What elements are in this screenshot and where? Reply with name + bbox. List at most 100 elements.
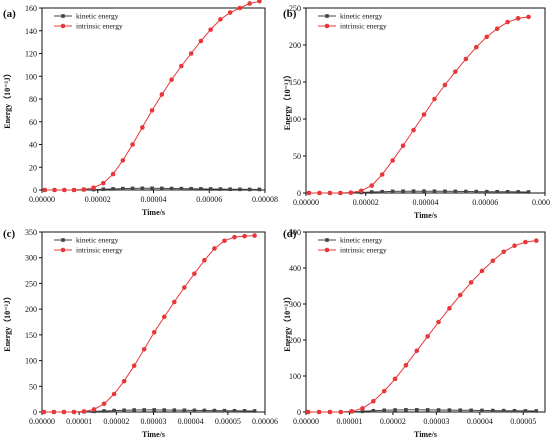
- kinetic-point: [369, 190, 374, 194]
- y-tick-label: 120: [25, 50, 37, 59]
- intrinsic-point: [403, 362, 409, 368]
- y-tick-label: 200: [289, 41, 301, 50]
- panel-label: (b): [283, 8, 297, 20]
- legend-label: kinetic energy: [76, 236, 119, 245]
- intrinsic-point: [390, 158, 395, 163]
- intrinsic-point: [526, 14, 531, 20]
- x-tick-label: 0.00004: [413, 198, 439, 207]
- y-axis-title: Energy（10⁻³J）: [2, 292, 12, 352]
- intrinsic-point: [172, 299, 177, 305]
- intrinsic-point: [169, 77, 174, 82]
- x-tick-label: 0.00008: [532, 198, 550, 207]
- intrinsic-point: [61, 409, 67, 415]
- kinetic-point: [121, 186, 125, 191]
- legend-marker-circle: [324, 247, 330, 253]
- intrinsic-point: [463, 56, 469, 62]
- legend-marker-square: [325, 14, 329, 18]
- plot-frame: [41, 7, 266, 191]
- intrinsic-point: [379, 172, 385, 177]
- kinetic-point: [495, 189, 499, 194]
- legend-marker-square: [61, 238, 65, 242]
- y-tick-label: 100: [25, 357, 37, 366]
- kinetic-point: [380, 189, 384, 194]
- kinetic-point: [112, 408, 116, 413]
- kinetic-point: [526, 190, 531, 194]
- kinetic-point: [101, 187, 106, 192]
- kinetic-point: [247, 187, 252, 192]
- intrinsic-point: [182, 285, 187, 290]
- kinetic-point: [150, 186, 154, 191]
- kinetic-point: [228, 187, 232, 192]
- intrinsic-point: [468, 280, 474, 285]
- y-tick-label: 60: [29, 118, 37, 127]
- x-tick-label: 0.00005: [215, 417, 241, 426]
- intrinsic-point: [71, 187, 77, 193]
- x-axis-title: Time/s: [414, 430, 437, 439]
- kinetic-point: [390, 189, 395, 194]
- kinetic-point: [432, 189, 437, 194]
- kinetic-point: [458, 408, 463, 413]
- y-tick-label: 500: [289, 228, 301, 237]
- kinetic-point: [208, 187, 213, 191]
- kinetic-point: [111, 187, 115, 191]
- kinetic-point: [218, 187, 223, 191]
- y-tick-label: 0: [33, 186, 37, 195]
- y-tick-label: 200: [25, 305, 37, 314]
- legend-label: intrinsic energy: [340, 246, 387, 255]
- kinetic-point: [132, 408, 136, 412]
- y-tick-label: 250: [25, 279, 37, 288]
- intrinsic-point: [81, 409, 87, 414]
- x-tick-label: 0.00005: [510, 417, 536, 426]
- intrinsic-point: [317, 190, 322, 196]
- y-axis-title: Energy（10⁻³J）: [282, 292, 292, 352]
- intrinsic-point: [425, 334, 430, 339]
- intrinsic-point: [41, 409, 47, 415]
- legend-label: intrinsic energy: [340, 22, 387, 31]
- y-axis-title: Energy（10⁻³J）: [2, 69, 12, 129]
- legend-label: intrinsic energy: [76, 22, 123, 31]
- legend-marker-circle: [60, 23, 66, 29]
- intrinsic-point: [121, 378, 127, 384]
- kinetic-point: [252, 409, 257, 413]
- y-tick-label: 250: [289, 4, 301, 13]
- y-tick-label: 100: [25, 72, 37, 81]
- series-line-intrinsic: [43, 235, 255, 413]
- intrinsic-point: [237, 5, 243, 11]
- y-tick-label: 50: [293, 152, 301, 161]
- y-tick-label: 300: [25, 254, 37, 263]
- plot-frame: [305, 7, 546, 194]
- y-axis-title: Energy（10⁻³J）: [282, 71, 292, 131]
- kinetic-point: [425, 408, 430, 412]
- intrinsic-point: [91, 185, 96, 191]
- intrinsic-point: [392, 376, 398, 382]
- x-tick-label: 0.00004: [467, 417, 493, 426]
- intrinsic-point: [218, 17, 223, 22]
- intrinsic-point: [192, 271, 197, 276]
- intrinsic-point: [414, 348, 420, 354]
- kinetic-point: [505, 190, 510, 194]
- x-tick-label: 0.00006: [196, 195, 222, 204]
- kinetic-point: [212, 408, 217, 413]
- x-tick-label: 0.00008: [252, 195, 278, 204]
- intrinsic-point: [42, 187, 48, 193]
- legend-marker-square: [61, 14, 65, 18]
- legend-label: kinetic energy: [340, 236, 383, 245]
- intrinsic-point: [179, 63, 184, 69]
- x-axis-title: Time/s: [414, 211, 437, 220]
- kinetic-point: [232, 408, 237, 413]
- kinetic-point: [512, 408, 517, 413]
- intrinsic-point: [120, 158, 126, 163]
- legend-label: kinetic energy: [76, 12, 119, 21]
- y-tick-label: 100: [289, 115, 301, 124]
- kinetic-point: [140, 186, 145, 191]
- panel-label: (c): [3, 228, 16, 240]
- intrinsic-point: [306, 190, 312, 196]
- x-tick-label: 0.00004: [141, 195, 167, 204]
- intrinsic-point: [110, 171, 116, 177]
- intrinsic-point: [305, 409, 311, 415]
- y-tick-label: 40: [29, 141, 37, 150]
- kinetic-point: [222, 408, 227, 413]
- intrinsic-point: [512, 243, 517, 248]
- panel-label: (a): [3, 8, 16, 20]
- kinetic-point: [360, 409, 365, 414]
